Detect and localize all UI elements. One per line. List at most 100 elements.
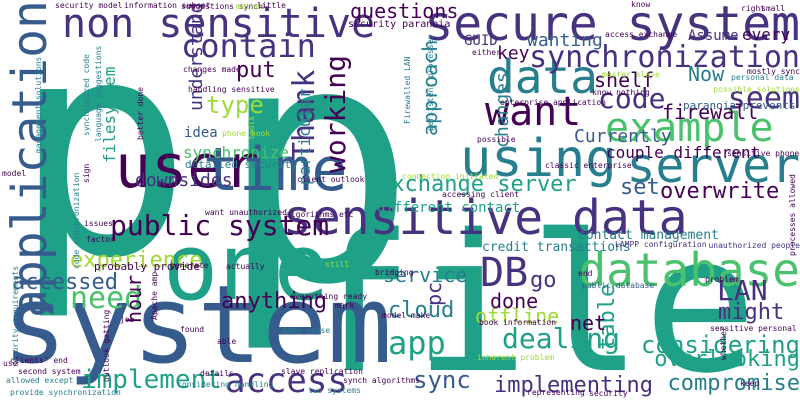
word-suggestions-synch: suggestions synch	[181, 2, 263, 11]
word-w-bridging: bridging	[375, 268, 414, 277]
word-security-model: security model	[55, 1, 123, 10]
word-non-sensitive: non sensitive	[62, 1, 376, 47]
word-handling-sensitive: handling sensitive	[188, 85, 275, 94]
word-one: one	[163, 214, 330, 321]
word-security-paranoia: security paranoia	[348, 19, 451, 30]
word-access: access	[225, 361, 348, 400]
word-particular: particular	[295, 88, 314, 185]
word-w-either: either	[472, 48, 501, 57]
word-personal-data: personal data	[731, 73, 794, 82]
word-exchange-server: exchange server	[378, 172, 577, 197]
word-shelf: shelf	[594, 68, 655, 92]
word-lan: LAN	[717, 274, 768, 307]
word-working: working	[319, 54, 352, 173]
word-w-mark: mark	[335, 301, 355, 310]
word-anything: anything	[221, 289, 327, 314]
word-lampp-configuration: LAMPP configuration	[615, 240, 707, 249]
word-w-outlook-getting: outlook getting	[102, 309, 111, 382]
word-w-use: use	[3, 359, 18, 368]
word-offline: offline	[475, 304, 560, 328]
word-synch-algorithms: synch algorithms	[343, 376, 421, 385]
word-understand: understand	[186, 2, 207, 111]
word-currently: Currently	[574, 126, 672, 147]
word-experience: experience	[70, 248, 203, 273]
word-questions: questions	[350, 0, 459, 23]
word-w-able: able	[217, 337, 237, 346]
word-p-right: p	[218, 0, 417, 357]
word-example: example	[605, 105, 774, 151]
word-want-unauthorized: want unauthorized	[205, 208, 287, 217]
word-paranoia-prevents: paranoia prevents	[683, 99, 796, 112]
word-couple-different: couple different	[606, 143, 761, 162]
word-inherent-problem: inherent problem	[477, 353, 555, 362]
word-book-information: book information	[479, 318, 557, 327]
word-w-right: right	[741, 4, 766, 13]
word-code-synchronization: code synchronization	[72, 172, 81, 269]
word-security-requirements: security requirements	[11, 265, 20, 367]
word-user: user	[115, 132, 260, 202]
word-contact-management: contact management	[578, 228, 719, 243]
word-synchronize: synchronize	[183, 143, 289, 162]
word-client-outlook: client outlook	[297, 175, 365, 184]
word-idea: idea	[184, 125, 218, 141]
word-detailed-security: detailed security	[185, 158, 298, 171]
word-w-sign: sign	[82, 163, 91, 183]
word-firewall: firewall	[662, 100, 759, 124]
word-phone-book: phone book	[222, 129, 271, 138]
word-w-problem: problem	[705, 275, 739, 284]
word-now: Now	[688, 62, 725, 86]
word-processes-allowed: processes allowed	[788, 174, 797, 256]
word-app: app	[388, 324, 446, 362]
word-server: server	[626, 138, 800, 194]
word-connection-initiated: connection initiated	[402, 172, 499, 181]
word-guid: GUID	[464, 33, 498, 49]
word-synchronized-code: synchronized code	[82, 54, 91, 136]
word-data: data	[487, 50, 598, 104]
word-probably-provide: probably provide	[94, 260, 200, 273]
word-apache-amp: Apache amp	[150, 271, 159, 320]
word-provide-synchronization: provide synchronization	[10, 388, 121, 397]
word-overlooking: overlooking	[654, 347, 800, 372]
word-pc: pc	[422, 281, 446, 306]
word-w-possible: possible	[477, 135, 516, 144]
word-w-factor: factor	[86, 235, 115, 244]
word-p-left: p	[12, 0, 193, 324]
word-management-solutions: management solutions	[34, 56, 43, 153]
word-every: every	[742, 25, 791, 44]
word-implementing: implementing	[494, 373, 653, 398]
word-code: code	[598, 82, 666, 115]
word-net: net	[570, 311, 607, 335]
word-sync: sync	[413, 366, 471, 394]
word-implement: implement	[81, 365, 222, 395]
word-done: done	[490, 289, 539, 313]
word-considering-handling: considering handling	[177, 380, 274, 389]
word-w-whether: whether	[719, 326, 728, 360]
word-algorithms-etc: algorithms etc	[286, 210, 354, 219]
word-accessing-client: accessing client	[442, 190, 520, 199]
word-w-end: end	[578, 269, 593, 278]
word-w-little: little	[257, 1, 286, 10]
word-considering: considering	[641, 331, 800, 359]
word-filesystem: filesystem	[100, 66, 119, 163]
word-w-representing: representing	[527, 388, 585, 397]
word-w-keep: keep	[740, 379, 760, 388]
word-dealing: dealing	[502, 322, 621, 355]
word-access-exchange: access exchange	[605, 30, 678, 39]
word-put: put	[236, 58, 276, 83]
word-synchronization: synchronization	[529, 40, 800, 75]
word-w-know: know	[631, 0, 651, 9]
word-w-actually: actually	[226, 262, 265, 271]
word-time: time	[203, 135, 348, 205]
word-w-still: still	[325, 260, 350, 269]
word-master-slave: master slave	[602, 70, 660, 79]
word-system: system	[2, 263, 393, 388]
word-need: need	[70, 281, 143, 316]
word-compromise: compromise	[667, 371, 800, 396]
word-key: key	[497, 43, 530, 64]
word-go: go	[530, 268, 557, 293]
word-w-job: job	[120, 315, 135, 324]
word-downsides: downsides	[135, 170, 233, 191]
word-w-model: model	[2, 169, 27, 178]
word-w-mostly-sync: mostly sync	[747, 67, 800, 76]
